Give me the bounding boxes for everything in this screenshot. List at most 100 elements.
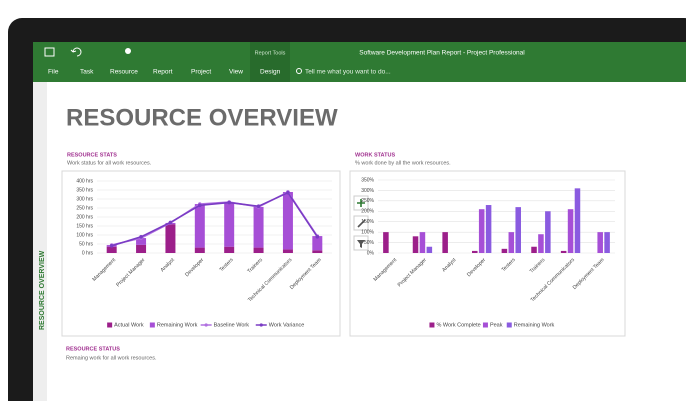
undo-icon[interactable] <box>70 47 82 57</box>
bar <box>531 246 537 253</box>
y-tick-label: 300 hrs <box>76 196 93 202</box>
tell-me[interactable]: Tell me what you want to do... <box>305 69 391 76</box>
bar-segment <box>194 247 205 253</box>
chart-title: WORK STATUS <box>355 152 395 158</box>
ribbon-tab[interactable]: Resource <box>110 69 138 76</box>
plus-icon <box>357 199 365 207</box>
y-tick-label: 400 hrs <box>76 178 93 184</box>
bar-segment <box>253 206 264 248</box>
y-tick-label: 250% <box>361 198 374 204</box>
sidebar-label: RESOURCE OVERVIEW <box>39 250 46 330</box>
legend-label: Remaining Work <box>514 322 555 328</box>
bar <box>442 232 448 253</box>
bar <box>472 250 478 253</box>
chart-frame <box>349 170 626 337</box>
legend-label: Baseline Work <box>214 322 250 328</box>
sidebar <box>33 82 47 401</box>
filter-icon <box>357 240 365 248</box>
y-tick-label: 100% <box>361 229 374 235</box>
bar-segment <box>282 191 293 250</box>
legend-swatch <box>429 322 435 328</box>
bar <box>508 232 515 253</box>
bar-segment <box>224 246 235 253</box>
line-point <box>198 203 202 208</box>
context-tab-bg <box>250 42 290 82</box>
brush-icon <box>357 219 366 228</box>
section-subtitle: Remaing work for all work resources. <box>66 355 157 361</box>
chart-subtitle: Work status for all work resources. <box>67 160 152 166</box>
legend-swatch <box>482 322 488 328</box>
bar-segment <box>165 224 176 253</box>
y-tick-label: 100 hrs <box>76 232 93 238</box>
bar <box>383 232 389 253</box>
bar <box>419 232 426 253</box>
line-point <box>256 204 261 208</box>
bar-segment <box>136 238 147 245</box>
bar <box>538 234 544 253</box>
bar <box>412 236 419 253</box>
line-point <box>227 200 231 205</box>
legend-dot <box>204 323 208 327</box>
window-title: Software Development Plan Report - Proje… <box>359 50 525 57</box>
report-title: RESOURCE OVERVIEW <box>66 104 338 131</box>
search-icon <box>296 68 302 74</box>
ribbon-tab[interactable]: Design <box>260 69 281 76</box>
legend-label: Actual Work <box>114 322 144 328</box>
save-icon[interactable] <box>44 47 55 57</box>
y-tick-label: 350 hrs <box>76 187 93 193</box>
bar <box>478 209 485 253</box>
y-tick-label: 50 hrs <box>79 241 93 247</box>
y-tick-label: 300% <box>361 188 374 194</box>
y-tick-label: 350% <box>361 177 374 183</box>
legend-swatch <box>107 322 113 328</box>
chart-toolbar <box>353 195 369 251</box>
bar-segment <box>312 236 323 251</box>
bar-segment <box>312 250 323 253</box>
y-tick-label: 150 hrs <box>76 223 93 229</box>
chart-title: RESOURCE STATS <box>67 152 117 158</box>
y-tick-label: 200% <box>361 209 374 215</box>
line-point <box>315 235 320 239</box>
ribbon-tab[interactable]: Report <box>153 69 173 76</box>
bar <box>604 232 610 253</box>
line-point <box>139 235 143 239</box>
legend-label: Peak <box>490 322 503 328</box>
legend-swatch <box>149 322 155 328</box>
legend-label: % Work Complete <box>436 322 480 328</box>
y-tick-label: 0% <box>367 250 375 256</box>
ribbon-tab[interactable]: Task <box>80 69 94 76</box>
y-tick-label: 0 hrs <box>82 250 94 256</box>
ribbon-tab[interactable]: Project <box>191 69 211 76</box>
line-point <box>109 244 114 248</box>
line-series <box>111 191 318 247</box>
line-point <box>168 220 173 225</box>
ribbon-tab[interactable]: View <box>229 69 243 76</box>
bar-segment <box>136 244 147 253</box>
bar <box>426 246 433 253</box>
bar <box>560 250 567 253</box>
ribbon <box>33 42 686 82</box>
section-heading: RESOURCE STATUS <box>66 346 120 352</box>
context-tab: Report Tools <box>255 50 286 56</box>
bar <box>545 211 551 253</box>
bar <box>574 188 581 253</box>
bar-segment <box>224 202 235 247</box>
bar <box>485 205 492 253</box>
y-tick-label: 250 hrs <box>76 205 93 211</box>
chart-frame <box>61 170 341 337</box>
bar-segment <box>194 204 205 248</box>
bar-segment <box>282 249 293 253</box>
touch-icon[interactable] <box>125 48 131 54</box>
chart-subtitle: % work done by all the work resources. <box>355 160 451 166</box>
bar <box>515 207 521 253</box>
ribbon-tab[interactable]: File <box>48 69 59 76</box>
bar-segment <box>253 247 264 253</box>
bar <box>597 232 603 253</box>
legend-swatch <box>506 322 512 328</box>
bar-segment <box>106 246 117 253</box>
y-tick-label: 150% <box>361 219 374 225</box>
bar <box>567 209 574 253</box>
y-tick-label: 200 hrs <box>76 214 93 220</box>
